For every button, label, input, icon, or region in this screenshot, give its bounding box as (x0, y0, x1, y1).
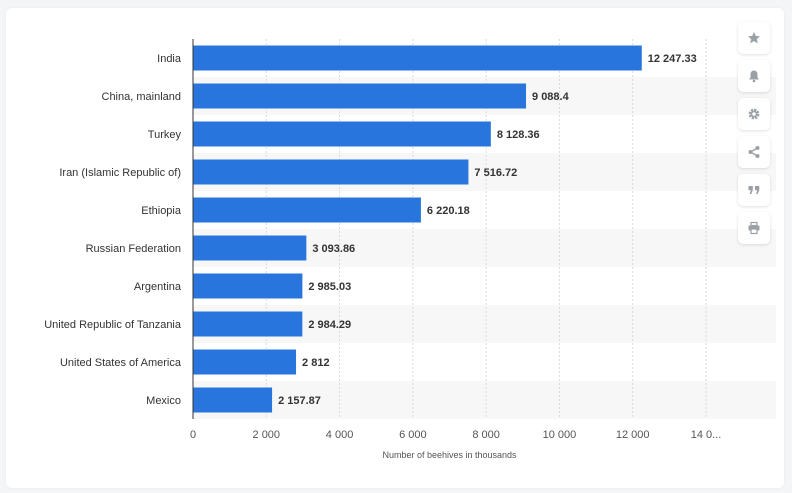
category-label: Ethiopia (141, 205, 182, 217)
value-label: 8 128.36 (497, 129, 540, 141)
value-label: 2 984.29 (308, 319, 351, 331)
value-label: 7 516.72 (474, 167, 517, 179)
x-tick-label: 10 000 (543, 429, 577, 441)
category-label: China, mainland (102, 91, 182, 103)
bell-icon (749, 70, 759, 83)
value-label: 6 220.18 (427, 205, 470, 217)
toolbar (738, 22, 772, 250)
category-label: United Republic of Tanzania (44, 319, 182, 331)
share-button[interactable] (738, 136, 770, 168)
x-tick-label: 0 (190, 429, 196, 441)
category-label: Russian Federation (86, 243, 181, 255)
category-labels: India China, mainland Turkey Iran (Islamic … (44, 53, 182, 407)
grid-lines (265, 39, 707, 419)
bar[interactable] (193, 121, 491, 147)
bar[interactable] (193, 197, 421, 223)
category-label: Iran (Islamic Republic of) (59, 167, 181, 179)
x-tick-labels: 0 2 000 4 000 6 000 8 000 10 000 12 000 14 0... (190, 429, 721, 441)
bar[interactable] (193, 387, 273, 413)
favorite-button[interactable] (738, 22, 770, 54)
x-tick-label: 8 000 (472, 429, 500, 441)
bar[interactable] (193, 45, 642, 71)
value-label: 12 247.33 (648, 53, 697, 65)
value-label: 2 985.03 (308, 281, 351, 293)
bar[interactable] (193, 349, 297, 375)
settings-button[interactable] (738, 98, 770, 130)
category-label: India (157, 53, 182, 65)
star-icon (748, 32, 760, 44)
value-label: 3 093.86 (312, 243, 355, 255)
print-icon (748, 221, 760, 235)
share-icon (748, 146, 760, 158)
row-stripe (193, 381, 776, 419)
bar[interactable] (193, 235, 307, 261)
x-tick-label: 2 000 (253, 429, 281, 441)
x-axis-title: Number of beehives in thousands (382, 450, 517, 460)
x-tick-label: 4 000 (326, 429, 354, 441)
bars (193, 45, 642, 413)
cite-button[interactable] (738, 174, 770, 206)
category-label: Turkey (148, 129, 182, 141)
bar[interactable] (193, 83, 527, 109)
value-labels: 12 247.33 9 088.4 8 128.36 7 516.72 6 220.18… (278, 53, 697, 407)
value-label: 2 157.87 (278, 395, 321, 407)
x-tick-label: 6 000 (399, 429, 427, 441)
category-label: Mexico (146, 395, 181, 407)
notification-button[interactable] (738, 60, 770, 92)
bar[interactable] (193, 273, 303, 299)
value-label: 9 088.4 (532, 91, 570, 103)
x-tick-label: 14 0... (691, 429, 722, 441)
bar[interactable] (193, 159, 469, 185)
bar[interactable] (193, 311, 303, 337)
category-label: United States of America (60, 357, 182, 369)
category-label: Argentina (134, 281, 182, 293)
value-label: 2 812 (302, 357, 330, 369)
x-tick-label: 12 000 (616, 429, 650, 441)
print-button[interactable] (738, 212, 770, 244)
gear-icon (748, 108, 760, 120)
quote-icon (748, 186, 760, 194)
